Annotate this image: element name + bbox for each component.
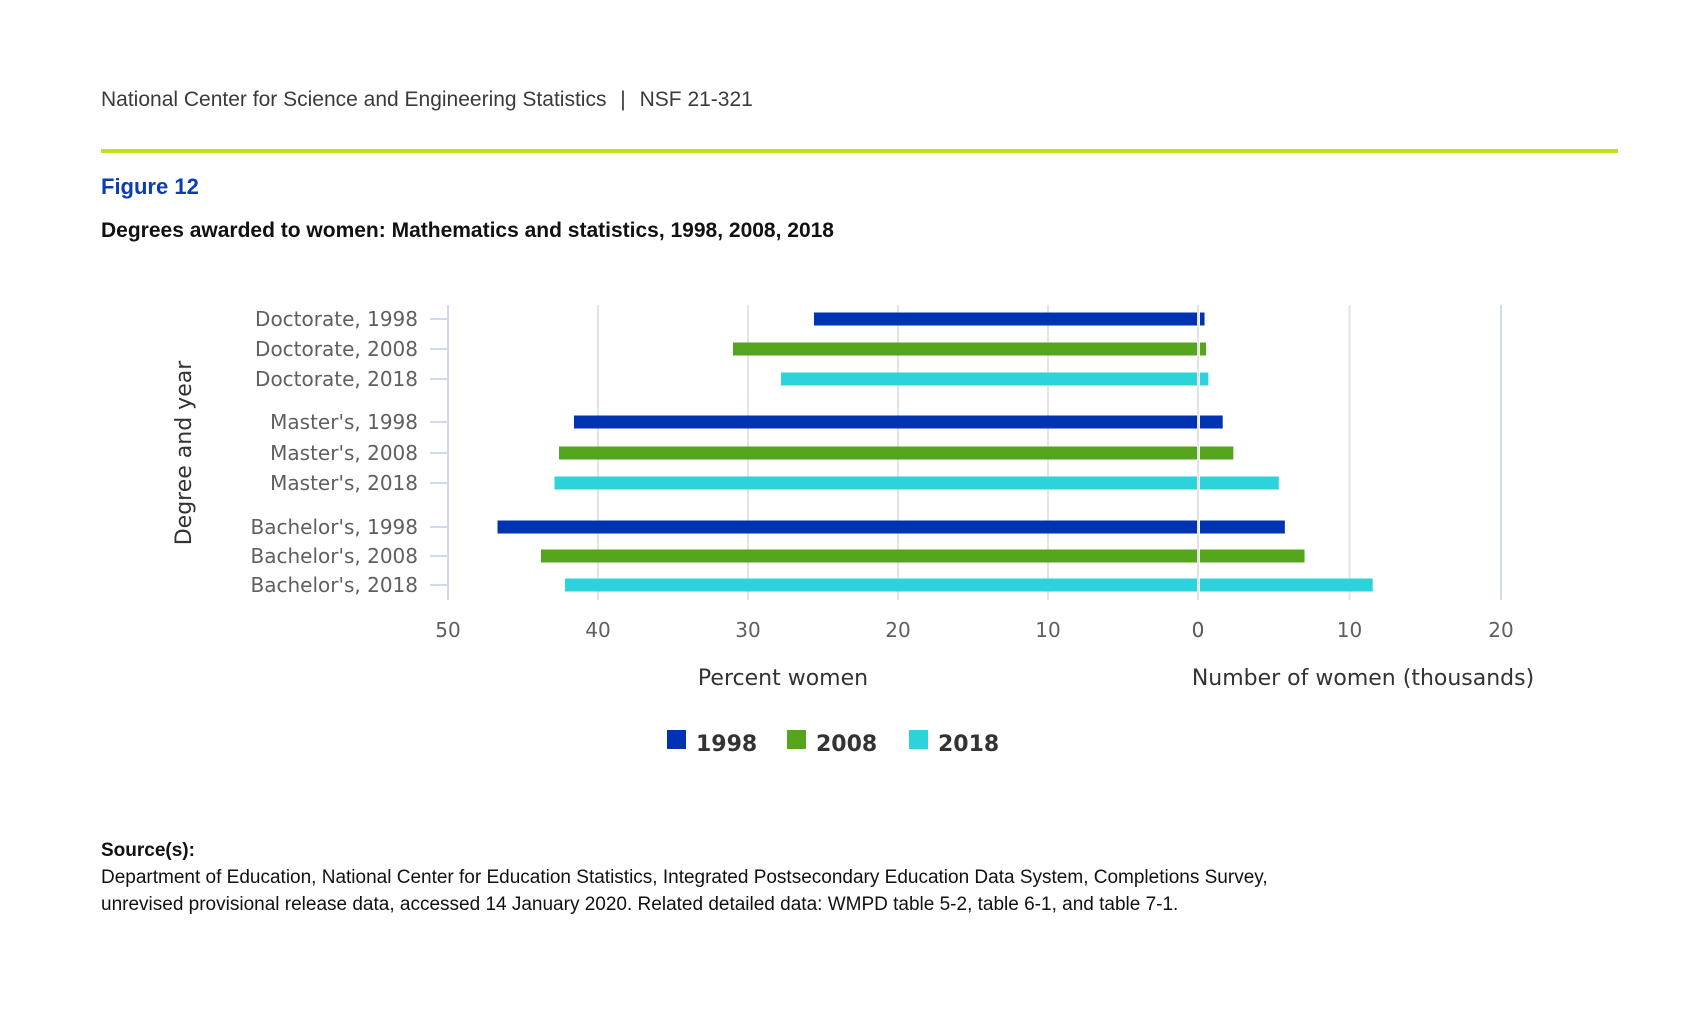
- x-axis-title-percent: Percent women: [698, 666, 868, 691]
- x-axis-title-number: Number of women (thousands): [1192, 666, 1534, 691]
- y-tick-label: Bachelor's, 2018: [251, 573, 419, 597]
- bars: [497, 312, 1373, 592]
- x-tick-label-percent: 10: [1035, 618, 1060, 642]
- bar-percent-women: [497, 520, 1197, 534]
- bar-number-women: [1200, 312, 1205, 326]
- bar-number-women: [1200, 415, 1223, 429]
- source-line-2: unrevised provisional release data, acce…: [101, 894, 1179, 915]
- legend-swatch-2008: [787, 730, 806, 749]
- bar-number-women: [1200, 476, 1279, 490]
- org-name: National Center for Science and Engineer…: [101, 88, 607, 111]
- bar-percent-women: [541, 549, 1197, 563]
- bar-percent-women: [781, 372, 1197, 386]
- bar-percent-women: [554, 476, 1197, 490]
- bar-percent-women: [565, 578, 1197, 592]
- bar-number-women: [1200, 520, 1285, 534]
- source-heading: Source(s):: [101, 840, 195, 861]
- y-axis-title: Degree and year: [172, 360, 197, 545]
- y-tick-label: Doctorate, 2018: [255, 367, 418, 391]
- x-tick-label-percent: 20: [885, 618, 910, 642]
- y-tick-label: Master's, 1998: [270, 410, 418, 434]
- legend: 1998 2008 2018: [667, 730, 999, 757]
- y-tick-label: Bachelor's, 2008: [251, 544, 419, 568]
- legend-swatch-2018: [909, 730, 928, 749]
- axes: [430, 305, 1502, 600]
- y-tick-labels: Doctorate, 1998 Doctorate, 2008 Doctorate,…: [251, 307, 419, 597]
- bar-percent-women: [559, 446, 1197, 460]
- bar-percent-women: [814, 312, 1197, 326]
- legend-label-2008: 2008: [816, 732, 877, 757]
- legend-label-2018: 2018: [938, 732, 999, 757]
- y-tick-label: Bachelor's, 1998: [251, 515, 419, 539]
- y-tick-label: Doctorate, 2008: [255, 337, 418, 361]
- source-line-1: Department of Education, National Center…: [101, 867, 1268, 888]
- legend-label-1998: 1998: [696, 732, 757, 757]
- bar-number-women: [1200, 578, 1373, 592]
- header-rule: [101, 149, 1618, 153]
- legend-swatch-1998: [667, 730, 686, 749]
- bar-number-women: [1200, 342, 1207, 356]
- chart: Doctorate, 1998 Doctorate, 2008 Doctorate,…: [172, 305, 1534, 757]
- y-tick-label: Master's, 2008: [270, 441, 418, 465]
- bar-number-women: [1200, 446, 1234, 460]
- x-tick-label-percent: 30: [735, 618, 760, 642]
- bar-percent-women: [574, 415, 1197, 429]
- report-header: National Center for Science and Engineer…: [101, 88, 753, 112]
- header-separator: |: [620, 88, 626, 111]
- x-tick-label-zero: 0: [1192, 618, 1205, 642]
- bar-percent-women: [733, 342, 1197, 356]
- x-tick-label-percent: 40: [585, 618, 610, 642]
- bar-number-women: [1200, 372, 1209, 386]
- x-tick-label-number: 10: [1337, 618, 1362, 642]
- bar-number-women: [1200, 549, 1305, 563]
- report-id: NSF 21-321: [639, 88, 753, 111]
- x-tick-label-number: 20: [1488, 618, 1513, 642]
- x-tick-label-percent: 0: [1192, 618, 1205, 642]
- x-tick-label-percent: 50: [435, 618, 460, 642]
- x-tick-labels: 50 40 30 20 10 0 10 200: [435, 618, 1513, 642]
- figure-title: Degrees awarded to women: Mathematics an…: [101, 219, 834, 242]
- y-tick-label: Doctorate, 1998: [255, 307, 418, 331]
- y-tick-label: Master's, 2018: [270, 471, 418, 495]
- figure-label: Figure 12: [101, 174, 199, 199]
